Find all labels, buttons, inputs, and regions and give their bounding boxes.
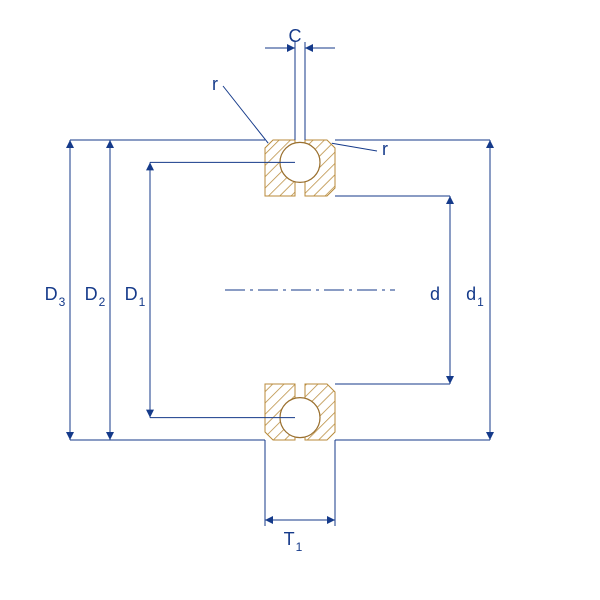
d1-label: d1: [466, 284, 484, 309]
bearing-section-diagram: Cr r D3 D2 D1 d d1 T1: [0, 0, 600, 600]
d-label: d: [430, 284, 440, 304]
T1-label: T1: [284, 529, 303, 554]
r_top_left-label: r: [212, 74, 218, 94]
C-label: C: [289, 26, 302, 46]
D1-label: D1: [125, 284, 146, 309]
D2-label: D2: [85, 284, 106, 309]
D3-label: D3: [45, 284, 66, 309]
r_top_right-label: r: [382, 139, 388, 159]
